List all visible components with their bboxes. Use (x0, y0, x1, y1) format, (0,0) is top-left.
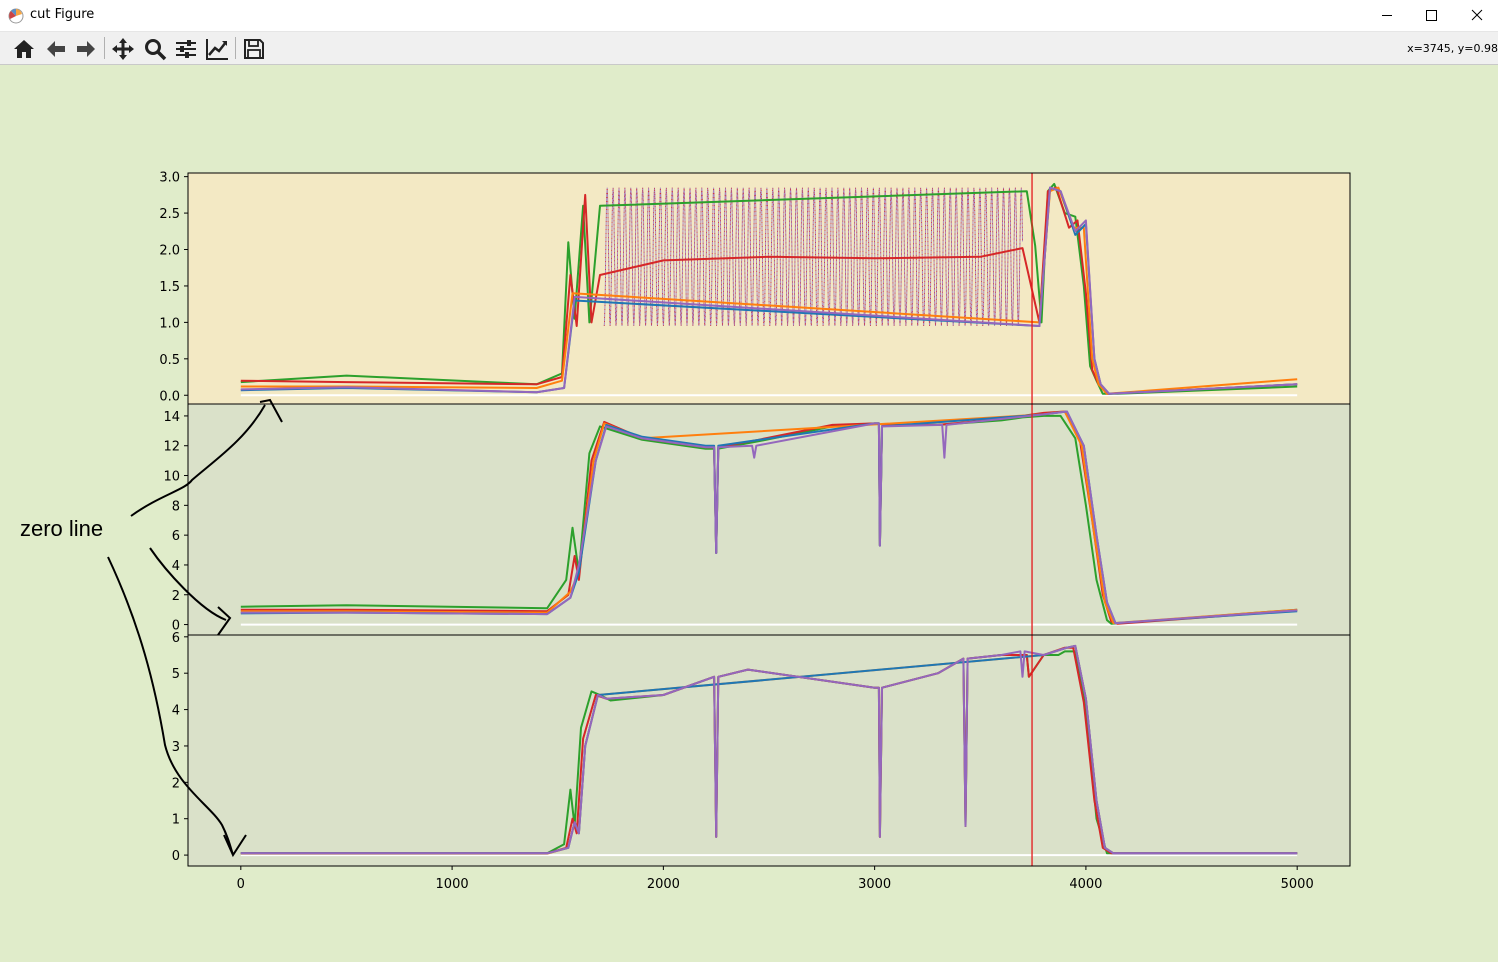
subplots-button[interactable] (173, 36, 199, 62)
maximize-button[interactable] (1408, 0, 1454, 31)
x-tick-label: 5000 (1281, 877, 1314, 892)
subplot-1: 0.0 0.5 1.0 1.5 2.0 2.5 3.0 (159, 171, 1351, 405)
axes-frame (187, 634, 1351, 867)
save-button[interactable] (241, 36, 267, 62)
x-tick-label: 0 (237, 877, 245, 892)
annotation-arrow (130, 398, 283, 517)
y-tick-label: 4 (172, 559, 180, 574)
title-bar: cut Figure (0, 0, 1498, 32)
pan-button[interactable] (110, 36, 136, 62)
x-tick-label: 1000 (436, 877, 469, 892)
line-chart-icon (206, 39, 228, 60)
sliders-icon (176, 40, 196, 58)
matplotlib-icon (8, 8, 24, 24)
y-tick-label: 0 (172, 619, 180, 634)
y-tick-label: 5 (172, 667, 180, 682)
arrow-left-icon (47, 41, 65, 57)
minimize-button[interactable] (1364, 0, 1410, 31)
edit-axes-button[interactable] (204, 36, 230, 62)
floppy-disk-icon (244, 39, 264, 59)
zero-line-annotation: zero line (20, 398, 283, 858)
axes-background (188, 635, 1350, 866)
subplot-2: 0 2 4 6 8 10 12 14 (163, 403, 1351, 636)
subplot-3: 0 1 2 3 4 5 6 0 1000 2000 3000 4000 5000 (172, 631, 1351, 892)
y-tick-label: 1.0 (159, 316, 180, 331)
y-tick-label: 14 (163, 410, 180, 425)
y-tick-label: 6 (172, 631, 180, 646)
home-icon (14, 40, 34, 58)
series-line-red (240, 186, 1298, 395)
y-tick-label: 1 (172, 813, 180, 828)
series-line-purple (240, 186, 1298, 395)
y-tick-label: 8 (172, 499, 180, 514)
y-tick-label: 1.5 (159, 280, 180, 295)
y-tick-label: 2 (172, 776, 180, 791)
y-tick-label: 4 (172, 704, 180, 719)
series-line-purple (240, 644, 1298, 855)
y-tick-label: 6 (172, 529, 180, 544)
cursor-coordinates: x=3745, y=0.98 (1407, 42, 1498, 55)
toolbar-separator (104, 37, 105, 59)
home-button[interactable] (11, 36, 37, 62)
y-tick-label: 3 (172, 740, 180, 755)
y-tick-label: 2.5 (159, 207, 180, 222)
y-tick-label: 0.5 (159, 353, 180, 368)
window-title: cut Figure (30, 7, 95, 22)
maximize-icon (1426, 10, 1437, 21)
annotation-label: zero line (20, 516, 103, 541)
x-tick-label: 3000 (858, 877, 891, 892)
y-tick-label: 10 (163, 470, 180, 485)
close-icon (1471, 9, 1483, 21)
figure-canvas[interactable]: 0.00.51.01.52.02.53.00246810121401234560… (0, 65, 1498, 962)
toolbar-separator (235, 37, 236, 59)
navigation-toolbar: x=3745, y=0.98 (0, 32, 1498, 65)
oscillation-trace (603, 187, 1023, 327)
y-tick-label: 2 (172, 589, 180, 604)
y-tick-label: 0.0 (159, 389, 180, 404)
x-tick-label: 4000 (1069, 877, 1102, 892)
zoom-button[interactable] (142, 36, 168, 62)
y-tick-label: 12 (163, 440, 180, 455)
magnifier-icon (145, 39, 167, 61)
forward-button[interactable] (73, 36, 99, 62)
move-icon (112, 38, 134, 60)
series-line-purple (240, 410, 1298, 625)
back-button[interactable] (43, 36, 69, 62)
close-button[interactable] (1454, 0, 1498, 31)
y-tick-label: 2.0 (159, 244, 180, 259)
minimize-icon (1382, 15, 1392, 16)
arrow-right-icon (77, 41, 95, 57)
annotation-arrow (107, 556, 247, 858)
annotation-arrow (149, 547, 232, 636)
x-tick-label: 2000 (647, 877, 680, 892)
y-tick-label: 3.0 (159, 171, 180, 186)
y-tick-label: 0 (172, 849, 180, 864)
